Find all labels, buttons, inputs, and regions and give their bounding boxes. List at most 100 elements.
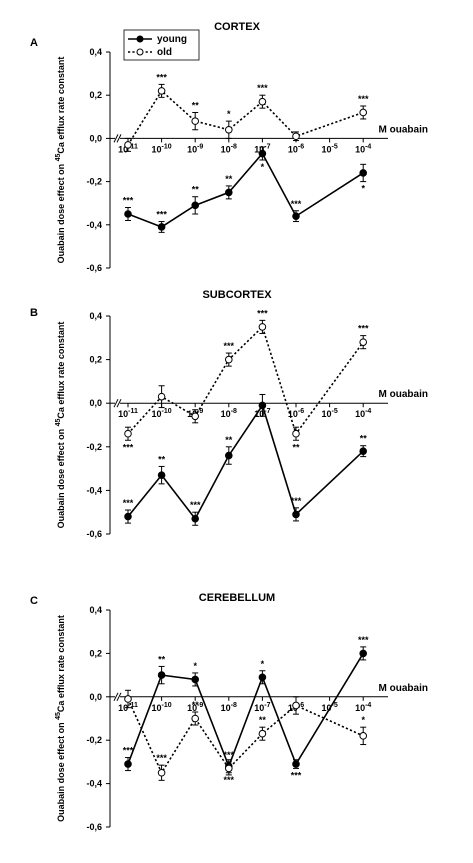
data-point-young: [191, 201, 199, 210]
x-tick-label: 10-8: [221, 408, 237, 419]
data-point-old: [359, 108, 368, 117]
x-tick-label: 10-11: [118, 702, 138, 713]
legend-old-marker: [136, 48, 144, 56]
y-tick-label: -0,2: [86, 735, 102, 745]
y-tick-label: 0,2: [89, 90, 102, 100]
y-tick-label: -0,6: [86, 529, 102, 539]
series-line-old: [127, 89, 364, 146]
data-point-old: [191, 117, 199, 125]
x-tick-label: 10-4: [355, 143, 371, 154]
y-tick-label: -0,6: [86, 822, 102, 832]
data-point-old: [124, 695, 132, 703]
data-point-young: [225, 451, 233, 460]
significance-label: *: [261, 162, 265, 172]
significance-label: *: [361, 184, 365, 194]
x-tick-label: 10-5: [321, 408, 337, 419]
significance-label: **: [360, 434, 368, 444]
data-point-young: [191, 514, 199, 523]
data-point-young: [258, 149, 267, 158]
chart-title: SUBCORTEX: [202, 289, 272, 301]
data-point-young: [359, 169, 368, 177]
significance-label: ***: [190, 500, 201, 510]
axis-break-mark: [116, 398, 122, 408]
data-point-young: [225, 188, 233, 197]
significance-label: **: [292, 442, 300, 452]
data-point-old: [292, 701, 300, 710]
x-tick-label: 10-8: [221, 702, 237, 713]
data-point-old: [157, 392, 166, 401]
y-tick-label: 0,4: [89, 311, 102, 321]
data-point-old: [258, 323, 267, 331]
chart-panel-b: SUBCORTEX B 0,4 0,2 0,0 -0,2 -0,4 -0,6 M ouabain…: [30, 289, 428, 539]
data-point-young: [157, 223, 166, 231]
y-tick-label: -0,2: [86, 177, 102, 187]
significance-label: ***: [358, 635, 369, 645]
y-axis-label: Ouabain dose effect on 45Ca efflux rate …: [55, 57, 66, 264]
y-axis-label: Ouabain dose effect on 45Ca efflux rate …: [55, 322, 66, 529]
significance-label: **: [225, 435, 233, 445]
legend: young old: [123, 29, 200, 61]
significance-label: ***: [224, 750, 235, 760]
legend-young-marker: [136, 35, 144, 43]
x-tick-label: 10-7: [254, 143, 270, 154]
legend-box: [123, 29, 200, 61]
significance-label: ***: [156, 210, 167, 220]
data-point-young: [292, 212, 300, 220]
significance-label: ***: [156, 753, 167, 763]
data-point-old: [225, 355, 233, 364]
significance-label: **: [192, 100, 200, 110]
y-tick-label: -0,4: [86, 485, 102, 495]
x-tick-label: 10-10: [152, 143, 172, 154]
y-tick-label: -0,4: [86, 220, 102, 230]
data-point-old: [225, 125, 233, 134]
significance-label: ***: [123, 442, 134, 452]
y-tick-label: 0,2: [89, 648, 102, 658]
data-point-old: [191, 714, 199, 723]
data-point-old: [157, 768, 166, 777]
x-tick-label: 10-11: [118, 408, 138, 419]
significance-label: **: [158, 454, 166, 464]
data-point-old: [359, 732, 368, 740]
data-point-young: [258, 401, 267, 410]
data-point-young: [258, 673, 267, 682]
x-tick-label: 10-8: [221, 143, 237, 154]
significance-label: ***: [358, 94, 369, 104]
x-tick-label: 10-9: [187, 702, 203, 713]
y-tick-label: 0,0: [89, 692, 102, 702]
y-axis-label: Ouabain dose effect on 45Ca efflux rate …: [55, 615, 66, 822]
significance-label: ***: [156, 72, 167, 82]
axis-break-mark: [116, 692, 122, 702]
significance-label: ***: [123, 746, 134, 756]
x-tick-label: 10-7: [254, 702, 270, 713]
data-point-old: [292, 132, 300, 141]
data-point-old: [258, 729, 267, 738]
x-axis-label: M ouabain: [379, 683, 428, 694]
data-point-old: [124, 429, 132, 438]
x-tick-label: 10-5: [321, 702, 337, 713]
significance-label: ***: [224, 341, 235, 351]
significance-label: ***: [257, 83, 268, 93]
data-point-old: [191, 412, 199, 421]
chart-title: CEREBELLUM: [199, 592, 275, 604]
significance-label: *: [227, 109, 231, 119]
significance-label: ***: [291, 770, 302, 780]
significance-label: ***: [224, 775, 235, 785]
legend-young-label: young: [157, 34, 187, 45]
x-tick-label: 10-9: [187, 143, 203, 154]
data-point-young: [124, 760, 132, 768]
data-point-young: [292, 510, 300, 519]
x-tick-label: 10-6: [288, 702, 304, 713]
x-axis-label: M ouabain: [379, 389, 428, 400]
y-tick-label: 0,0: [89, 133, 102, 143]
y-tick-label: 0,4: [89, 47, 102, 57]
x-tick-label: 10-4: [355, 702, 371, 713]
data-point-old: [292, 429, 300, 438]
y-tick-label: 0,2: [89, 355, 102, 365]
significance-label: **: [158, 654, 166, 664]
significance-label: *: [361, 715, 365, 725]
data-point-young: [124, 210, 132, 218]
x-tick-label: 10-6: [288, 408, 304, 419]
data-point-old: [124, 141, 132, 149]
x-tick-label: 10-10: [152, 702, 172, 713]
